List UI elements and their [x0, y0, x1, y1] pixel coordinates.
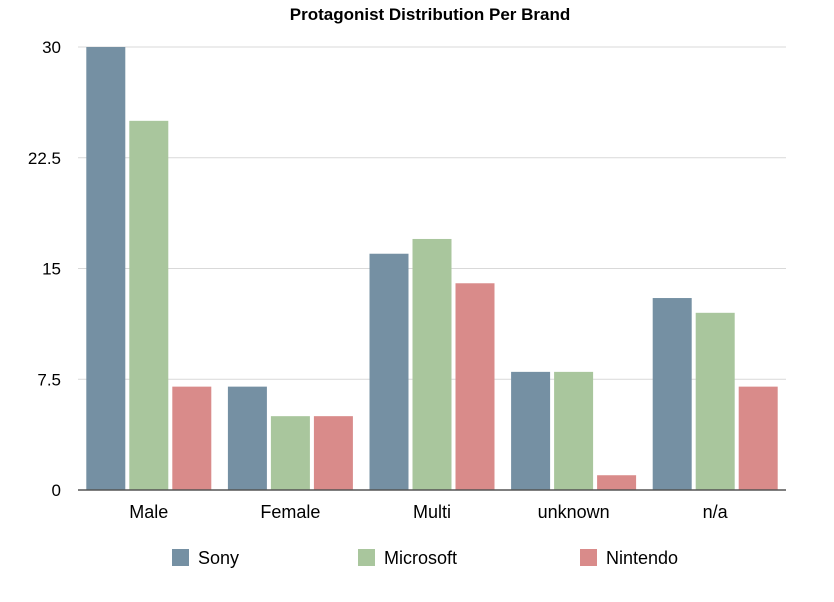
y-tick-label: 22.5 [28, 149, 61, 168]
x-axis-ticks: Male Female Multi unknown n/a [129, 502, 728, 522]
x-tick-label: unknown [538, 502, 610, 522]
legend: Sony Microsoft Nintendo [172, 548, 678, 568]
y-tick-label: 7.5 [37, 370, 61, 389]
bar-microsoft-na [695, 312, 735, 490]
bars [86, 47, 778, 490]
legend-swatch-sony [172, 549, 189, 566]
y-tick-label: 15 [42, 260, 61, 279]
legend-label-nintendo: Nintendo [606, 548, 678, 568]
bar-sony-female [227, 386, 267, 490]
bar-microsoft-multi [412, 238, 452, 490]
legend-swatch-nintendo [580, 549, 597, 566]
bar-nintendo-unknown [597, 475, 637, 490]
bar-sony-male [86, 47, 126, 490]
y-tick-label: 30 [42, 38, 61, 57]
y-axis-ticks: 0 7.5 15 22.5 30 [28, 38, 61, 500]
x-tick-label: Multi [413, 502, 451, 522]
x-tick-label: Female [260, 502, 320, 522]
bar-sony-na [652, 298, 692, 490]
bar-sony-multi [369, 253, 409, 490]
legend-label-sony: Sony [198, 548, 239, 568]
y-tick-label: 0 [52, 481, 61, 500]
legend-swatch-microsoft [358, 549, 375, 566]
bar-nintendo-male [172, 386, 212, 490]
legend-label-microsoft: Microsoft [384, 548, 457, 568]
bar-nintendo-multi [455, 283, 495, 490]
bar-microsoft-female [270, 416, 310, 490]
bar-nintendo-female [313, 416, 353, 490]
bar-nintendo-na [738, 386, 778, 490]
x-tick-label: Male [129, 502, 168, 522]
chart-title: Protagonist Distribution Per Brand [290, 5, 571, 24]
bar-sony-unknown [511, 371, 551, 490]
x-tick-label: n/a [703, 502, 729, 522]
bar-microsoft-male [129, 120, 169, 490]
bar-microsoft-unknown [554, 371, 594, 490]
